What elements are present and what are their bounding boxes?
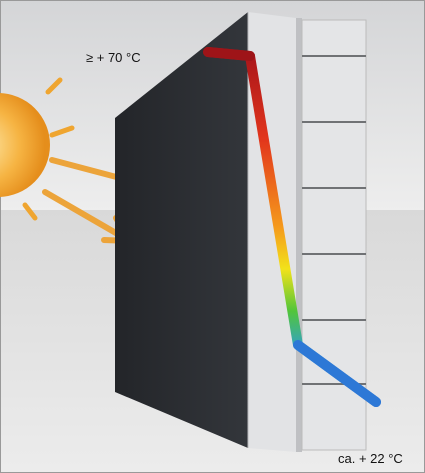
insulation-panel bbox=[115, 12, 248, 448]
inside-temperature-label: ca. + 22 °C bbox=[338, 451, 403, 466]
temperature-curve-start bbox=[203, 47, 255, 61]
outside-temperature-label: ≥ + 70 °C bbox=[86, 50, 141, 65]
gap bbox=[296, 18, 302, 452]
temperature-curve-end bbox=[293, 340, 381, 407]
brick-wall bbox=[301, 19, 367, 451]
sun bbox=[0, 77, 75, 221]
